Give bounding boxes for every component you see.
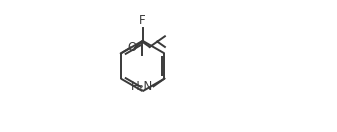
- Text: H₂N: H₂N: [131, 80, 153, 93]
- Text: F: F: [139, 14, 146, 27]
- Text: O: O: [127, 41, 137, 54]
